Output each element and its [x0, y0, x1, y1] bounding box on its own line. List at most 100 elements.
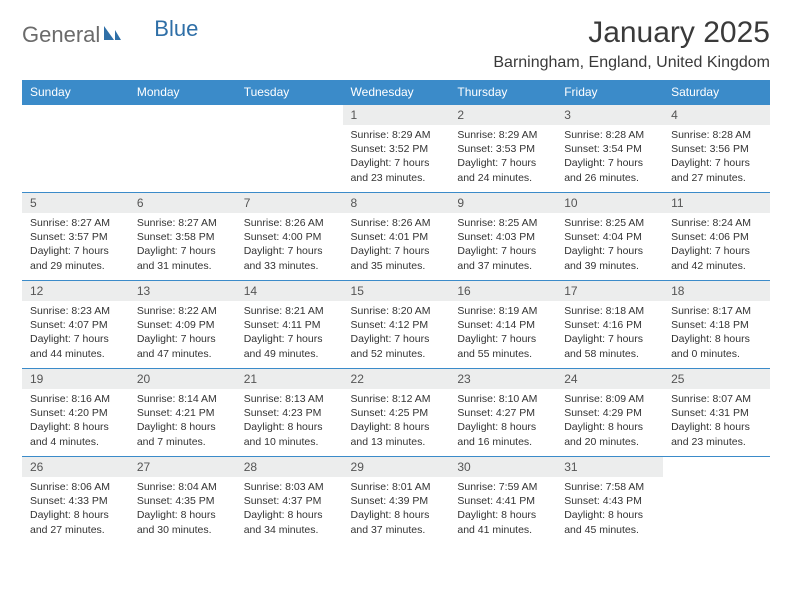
day-sunrise-line: Sunrise: 8:29 AM	[351, 128, 442, 142]
calendar-day-cell: 24Sunrise: 8:09 AMSunset: 4:29 PMDayligh…	[556, 369, 663, 457]
day-details: Sunrise: 8:14 AMSunset: 4:21 PMDaylight:…	[129, 389, 236, 455]
day-day1-line: Daylight: 8 hours	[244, 420, 335, 434]
day-day1-line: Daylight: 7 hours	[457, 332, 548, 346]
day-day2-line: and 29 minutes.	[30, 259, 121, 273]
day-sunset-line: Sunset: 4:01 PM	[351, 230, 442, 244]
day-number: 7	[236, 193, 343, 213]
day-sunrise-line: Sunrise: 8:25 AM	[457, 216, 548, 230]
day-details: Sunrise: 8:29 AMSunset: 3:52 PMDaylight:…	[343, 125, 450, 191]
day-sunrise-line: Sunrise: 8:27 AM	[137, 216, 228, 230]
day-sunrise-line: Sunrise: 8:14 AM	[137, 392, 228, 406]
day-day1-line: Daylight: 7 hours	[457, 244, 548, 258]
day-day1-line: Daylight: 7 hours	[351, 244, 442, 258]
day-number: 17	[556, 281, 663, 301]
day-number: 13	[129, 281, 236, 301]
calendar-day-cell	[236, 105, 343, 193]
day-day1-line: Daylight: 7 hours	[564, 244, 655, 258]
day-number: 16	[449, 281, 556, 301]
calendar-day-cell: 31Sunrise: 7:58 AMSunset: 4:43 PMDayligh…	[556, 457, 663, 545]
day-sunrise-line: Sunrise: 8:28 AM	[671, 128, 762, 142]
weekday-header: Tuesday	[236, 80, 343, 105]
day-sunset-line: Sunset: 4:37 PM	[244, 494, 335, 508]
day-day1-line: Daylight: 8 hours	[351, 508, 442, 522]
day-sunrise-line: Sunrise: 8:17 AM	[671, 304, 762, 318]
day-sunset-line: Sunset: 4:27 PM	[457, 406, 548, 420]
day-sunset-line: Sunset: 4:35 PM	[137, 494, 228, 508]
day-sunset-line: Sunset: 4:20 PM	[30, 406, 121, 420]
day-number: 22	[343, 369, 450, 389]
calendar-day-cell: 8Sunrise: 8:26 AMSunset: 4:01 PMDaylight…	[343, 193, 450, 281]
day-number: 21	[236, 369, 343, 389]
day-number: 10	[556, 193, 663, 213]
day-day2-line: and 30 minutes.	[137, 523, 228, 537]
day-details: Sunrise: 8:03 AMSunset: 4:37 PMDaylight:…	[236, 477, 343, 543]
day-day1-line: Daylight: 8 hours	[457, 508, 548, 522]
day-sunrise-line: Sunrise: 8:06 AM	[30, 480, 121, 494]
calendar-day-cell: 21Sunrise: 8:13 AMSunset: 4:23 PMDayligh…	[236, 369, 343, 457]
day-sunset-line: Sunset: 4:18 PM	[671, 318, 762, 332]
day-details: Sunrise: 8:07 AMSunset: 4:31 PMDaylight:…	[663, 389, 770, 455]
day-sunset-line: Sunset: 4:39 PM	[351, 494, 442, 508]
location-text: Barningham, England, United Kingdom	[493, 54, 770, 72]
logo-text-general: General	[22, 22, 100, 48]
calendar-body: 1Sunrise: 8:29 AMSunset: 3:52 PMDaylight…	[22, 105, 770, 545]
day-day2-line: and 45 minutes.	[564, 523, 655, 537]
day-day2-line: and 44 minutes.	[30, 347, 121, 361]
day-sunset-line: Sunset: 4:43 PM	[564, 494, 655, 508]
day-sunrise-line: Sunrise: 8:25 AM	[564, 216, 655, 230]
day-day1-line: Daylight: 7 hours	[30, 244, 121, 258]
day-day1-line: Daylight: 8 hours	[671, 332, 762, 346]
calendar-day-cell: 23Sunrise: 8:10 AMSunset: 4:27 PMDayligh…	[449, 369, 556, 457]
day-sunrise-line: Sunrise: 8:29 AM	[457, 128, 548, 142]
day-day1-line: Daylight: 7 hours	[671, 244, 762, 258]
calendar-day-cell: 3Sunrise: 8:28 AMSunset: 3:54 PMDaylight…	[556, 105, 663, 193]
day-number: 5	[22, 193, 129, 213]
day-sunset-line: Sunset: 4:06 PM	[671, 230, 762, 244]
day-day1-line: Daylight: 7 hours	[137, 332, 228, 346]
day-sunrise-line: Sunrise: 7:59 AM	[457, 480, 548, 494]
day-sunrise-line: Sunrise: 8:12 AM	[351, 392, 442, 406]
day-sunrise-line: Sunrise: 8:24 AM	[671, 216, 762, 230]
day-day1-line: Daylight: 8 hours	[137, 420, 228, 434]
day-day2-line: and 26 minutes.	[564, 171, 655, 185]
calendar-day-cell: 18Sunrise: 8:17 AMSunset: 4:18 PMDayligh…	[663, 281, 770, 369]
calendar-day-cell: 19Sunrise: 8:16 AMSunset: 4:20 PMDayligh…	[22, 369, 129, 457]
calendar-day-cell	[663, 457, 770, 545]
day-day1-line: Daylight: 7 hours	[351, 156, 442, 170]
day-sunrise-line: Sunrise: 8:19 AM	[457, 304, 548, 318]
day-details: Sunrise: 8:09 AMSunset: 4:29 PMDaylight:…	[556, 389, 663, 455]
weekday-header: Saturday	[663, 80, 770, 105]
calendar-day-cell: 12Sunrise: 8:23 AMSunset: 4:07 PMDayligh…	[22, 281, 129, 369]
day-sunrise-line: Sunrise: 8:01 AM	[351, 480, 442, 494]
day-day1-line: Daylight: 8 hours	[564, 420, 655, 434]
month-title: January 2025	[493, 16, 770, 50]
calendar-week-row: 5Sunrise: 8:27 AMSunset: 3:57 PMDaylight…	[22, 193, 770, 281]
day-day2-line: and 37 minutes.	[457, 259, 548, 273]
day-sunset-line: Sunset: 3:56 PM	[671, 142, 762, 156]
day-sunrise-line: Sunrise: 8:26 AM	[244, 216, 335, 230]
day-day2-line: and 7 minutes.	[137, 435, 228, 449]
day-day2-line: and 23 minutes.	[351, 171, 442, 185]
calendar-day-cell: 16Sunrise: 8:19 AMSunset: 4:14 PMDayligh…	[449, 281, 556, 369]
day-sunset-line: Sunset: 3:58 PM	[137, 230, 228, 244]
day-sunrise-line: Sunrise: 8:16 AM	[30, 392, 121, 406]
day-number: 1	[343, 105, 450, 125]
day-sunrise-line: Sunrise: 8:20 AM	[351, 304, 442, 318]
day-details: Sunrise: 8:28 AMSunset: 3:56 PMDaylight:…	[663, 125, 770, 191]
day-details: Sunrise: 8:25 AMSunset: 4:03 PMDaylight:…	[449, 213, 556, 279]
calendar-day-cell: 5Sunrise: 8:27 AMSunset: 3:57 PMDaylight…	[22, 193, 129, 281]
day-details: Sunrise: 8:12 AMSunset: 4:25 PMDaylight:…	[343, 389, 450, 455]
day-details: Sunrise: 8:04 AMSunset: 4:35 PMDaylight:…	[129, 477, 236, 543]
day-day2-line: and 47 minutes.	[137, 347, 228, 361]
day-sunrise-line: Sunrise: 8:03 AM	[244, 480, 335, 494]
calendar-day-cell: 11Sunrise: 8:24 AMSunset: 4:06 PMDayligh…	[663, 193, 770, 281]
calendar-day-cell: 10Sunrise: 8:25 AMSunset: 4:04 PMDayligh…	[556, 193, 663, 281]
day-day1-line: Daylight: 7 hours	[351, 332, 442, 346]
day-details: Sunrise: 8:24 AMSunset: 4:06 PMDaylight:…	[663, 213, 770, 279]
calendar-day-cell: 13Sunrise: 8:22 AMSunset: 4:09 PMDayligh…	[129, 281, 236, 369]
day-sunrise-line: Sunrise: 8:21 AM	[244, 304, 335, 318]
day-day1-line: Daylight: 8 hours	[671, 420, 762, 434]
day-day2-line: and 24 minutes.	[457, 171, 548, 185]
day-sunset-line: Sunset: 4:31 PM	[671, 406, 762, 420]
day-day1-line: Daylight: 7 hours	[244, 244, 335, 258]
